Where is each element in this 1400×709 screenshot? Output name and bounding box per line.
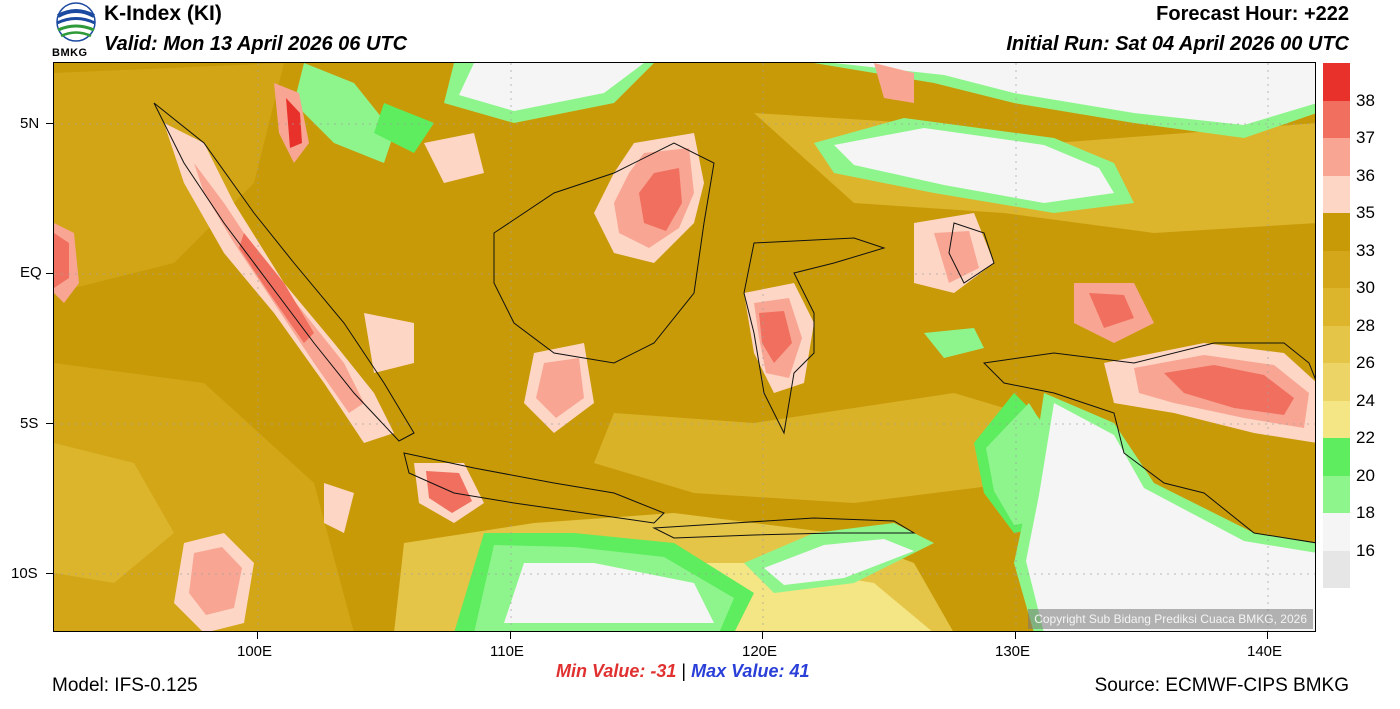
colorbar-segment [1323, 400, 1350, 438]
colorbar-label: 36 [1356, 165, 1375, 185]
colorbar-label: 37 [1356, 128, 1375, 147]
colorbar-label: 16 [1356, 540, 1375, 560]
colorbar-segment [1323, 250, 1350, 288]
colorbar-segment [1323, 438, 1350, 476]
lon-tick [510, 632, 511, 639]
lon-tick [762, 632, 763, 639]
colorbar-segment [1323, 213, 1350, 251]
colorbar-segment [1323, 138, 1350, 176]
lon-tick [1015, 632, 1016, 639]
max-value: Max Value: 41 [691, 661, 810, 681]
lat-tick [46, 573, 53, 574]
k-index-map: Copyright Sub Bidang Prediksi Cuaca BMKG… [53, 62, 1316, 632]
lon-tick [1267, 632, 1268, 639]
colorbar-label: 26 [1356, 353, 1375, 372]
min-max-values: Min Value: -31 | Max Value: 41 [556, 661, 809, 682]
colorbar-label: 35 [1356, 203, 1375, 222]
model-label: Model: IFS-0.125 [52, 675, 198, 696]
lon-label-140e: 140E [1247, 643, 1283, 660]
lat-tick [46, 423, 53, 424]
lat-tick [46, 273, 53, 274]
colorbar-segment [1323, 363, 1350, 401]
lat-label-5n: 5N [20, 115, 40, 132]
colorbar-label: 20 [1356, 465, 1375, 485]
min-value: Min Value: -31 [556, 661, 677, 681]
colorbar-label: 33 [1356, 240, 1375, 260]
colorbar-label: 22 [1356, 428, 1375, 447]
forecast-hour: Forecast Hour: +222 [1156, 3, 1349, 25]
colorbar-label: 24 [1356, 390, 1375, 410]
colorbar-segment [1323, 288, 1350, 326]
map-field-graphic [54, 63, 1315, 631]
source-label: Source: ECMWF-CIPS BMKG [1094, 675, 1349, 696]
min-max-separator: | [681, 661, 687, 681]
colorbar-segment [1323, 63, 1350, 101]
colorbar-segment [1323, 325, 1350, 363]
lat-tick [46, 123, 53, 124]
colorbar-segment [1323, 475, 1350, 513]
colorbar [1323, 63, 1350, 588]
colorbar-label: 38 [1356, 90, 1375, 110]
colorbar-segment [1323, 550, 1350, 588]
lat-label-eq: EQ [20, 264, 42, 281]
chart-title: K-Index (KI) [104, 2, 222, 25]
colorbar-segment [1323, 175, 1350, 213]
colorbar-segment [1323, 513, 1350, 551]
copyright-notice: Copyright Sub Bidang Prediksi Cuaca BMKG… [1028, 609, 1313, 629]
lon-tick [257, 632, 258, 639]
lat-label-10s: 10S [11, 565, 38, 582]
valid-time: Valid: Mon 13 April 2026 06 UTC [104, 33, 408, 55]
initial-run: Initial Run: Sat 04 April 2026 00 UTC [1006, 33, 1349, 55]
logo-text: BMKG [52, 47, 88, 59]
lon-label-120e: 120E [742, 643, 778, 660]
bmkg-logo-icon [56, 2, 96, 42]
lat-label-5s: 5S [20, 415, 39, 432]
colorbar-segment [1323, 100, 1350, 138]
colorbar-label: 28 [1356, 315, 1375, 335]
lon-label-100e: 100E [237, 643, 273, 660]
lon-label-110e: 110E [490, 643, 524, 660]
colorbar-label: 18 [1356, 503, 1375, 522]
colorbar-label: 30 [1356, 278, 1375, 297]
lon-label-130e: 130E [995, 643, 1031, 660]
